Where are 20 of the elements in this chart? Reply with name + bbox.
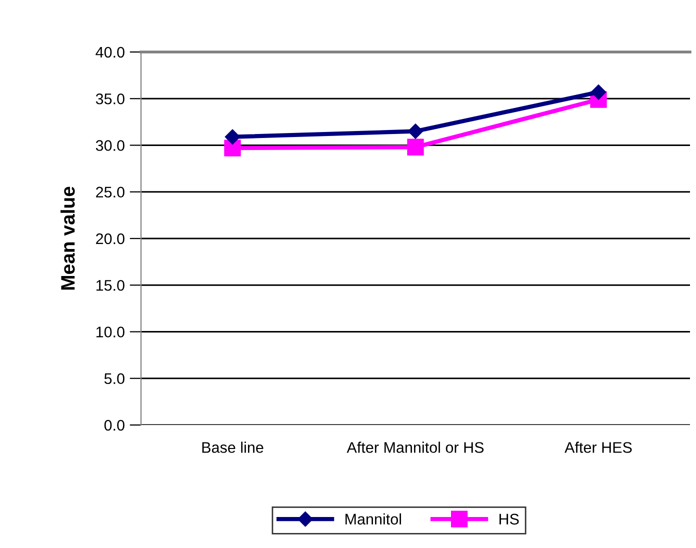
legend-label: HS xyxy=(500,514,519,525)
y-tick-label: 30.0 xyxy=(96,140,124,151)
y-tick-label: 25.0 xyxy=(96,186,124,198)
y-axis-title: Mean value xyxy=(60,186,75,290)
y-tick-label: 40.0 xyxy=(96,46,124,58)
x-tick-label: After Mannitol or HS xyxy=(346,442,484,453)
y-tick-label: 35.0 xyxy=(96,93,124,104)
x-tick-label: After HES xyxy=(564,442,632,453)
legend-label: Mannitol xyxy=(346,513,401,525)
y-tick-label: 0.0 xyxy=(104,420,124,431)
y-tick-label: 20.0 xyxy=(96,233,124,244)
point xyxy=(407,138,424,156)
y-tick-label: 5.0 xyxy=(104,373,124,384)
y-tick-label: 10.0 xyxy=(96,326,124,338)
point xyxy=(408,124,424,139)
point xyxy=(590,84,606,100)
x-tick-label: Base line xyxy=(202,442,264,453)
y-tick-label: 15.0 xyxy=(96,280,124,291)
point xyxy=(224,140,241,156)
point xyxy=(224,129,240,144)
